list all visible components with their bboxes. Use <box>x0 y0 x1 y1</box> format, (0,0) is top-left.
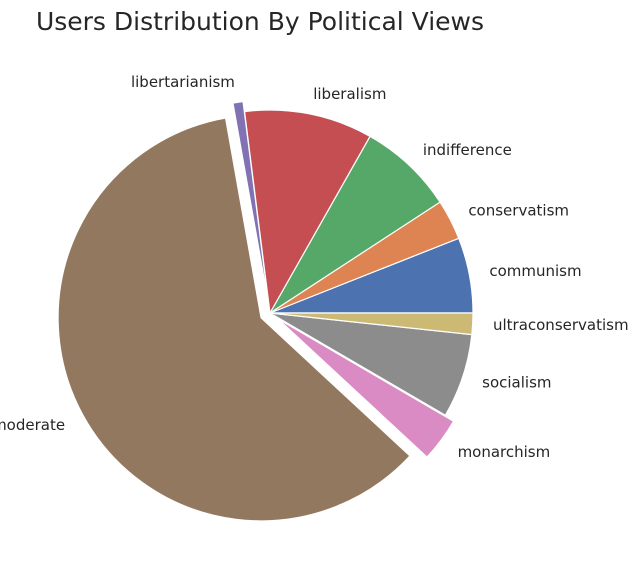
slice-label-indifference: indifference <box>423 141 512 159</box>
slice-label-ultraconservatism: ultraconservatism <box>493 316 629 334</box>
pie-slice-indifference <box>269 135 441 314</box>
slice-label-communism: communism <box>489 262 581 280</box>
pie-slices <box>57 100 474 522</box>
pie-slice-monarchism <box>277 318 455 458</box>
pie-labels: communism conservatism indifference liberal… <box>0 73 629 461</box>
slice-label-socialism: socialism <box>482 374 551 392</box>
slice-label-monarchism: monarchism <box>458 443 551 461</box>
slice-label-liberalism: liberalism <box>313 85 386 103</box>
pie-slice-ultraconservatism <box>269 312 474 336</box>
pie-slice-moderate <box>57 117 411 522</box>
pie-slice-libertarianism <box>232 100 270 304</box>
slice-label-libertarianism: libertarianism <box>131 73 235 91</box>
chart-title: Users Distribution By Political Views <box>36 7 484 36</box>
slice-label-conservatism: conservatism <box>468 201 569 219</box>
pie-slice-liberalism <box>243 109 371 315</box>
